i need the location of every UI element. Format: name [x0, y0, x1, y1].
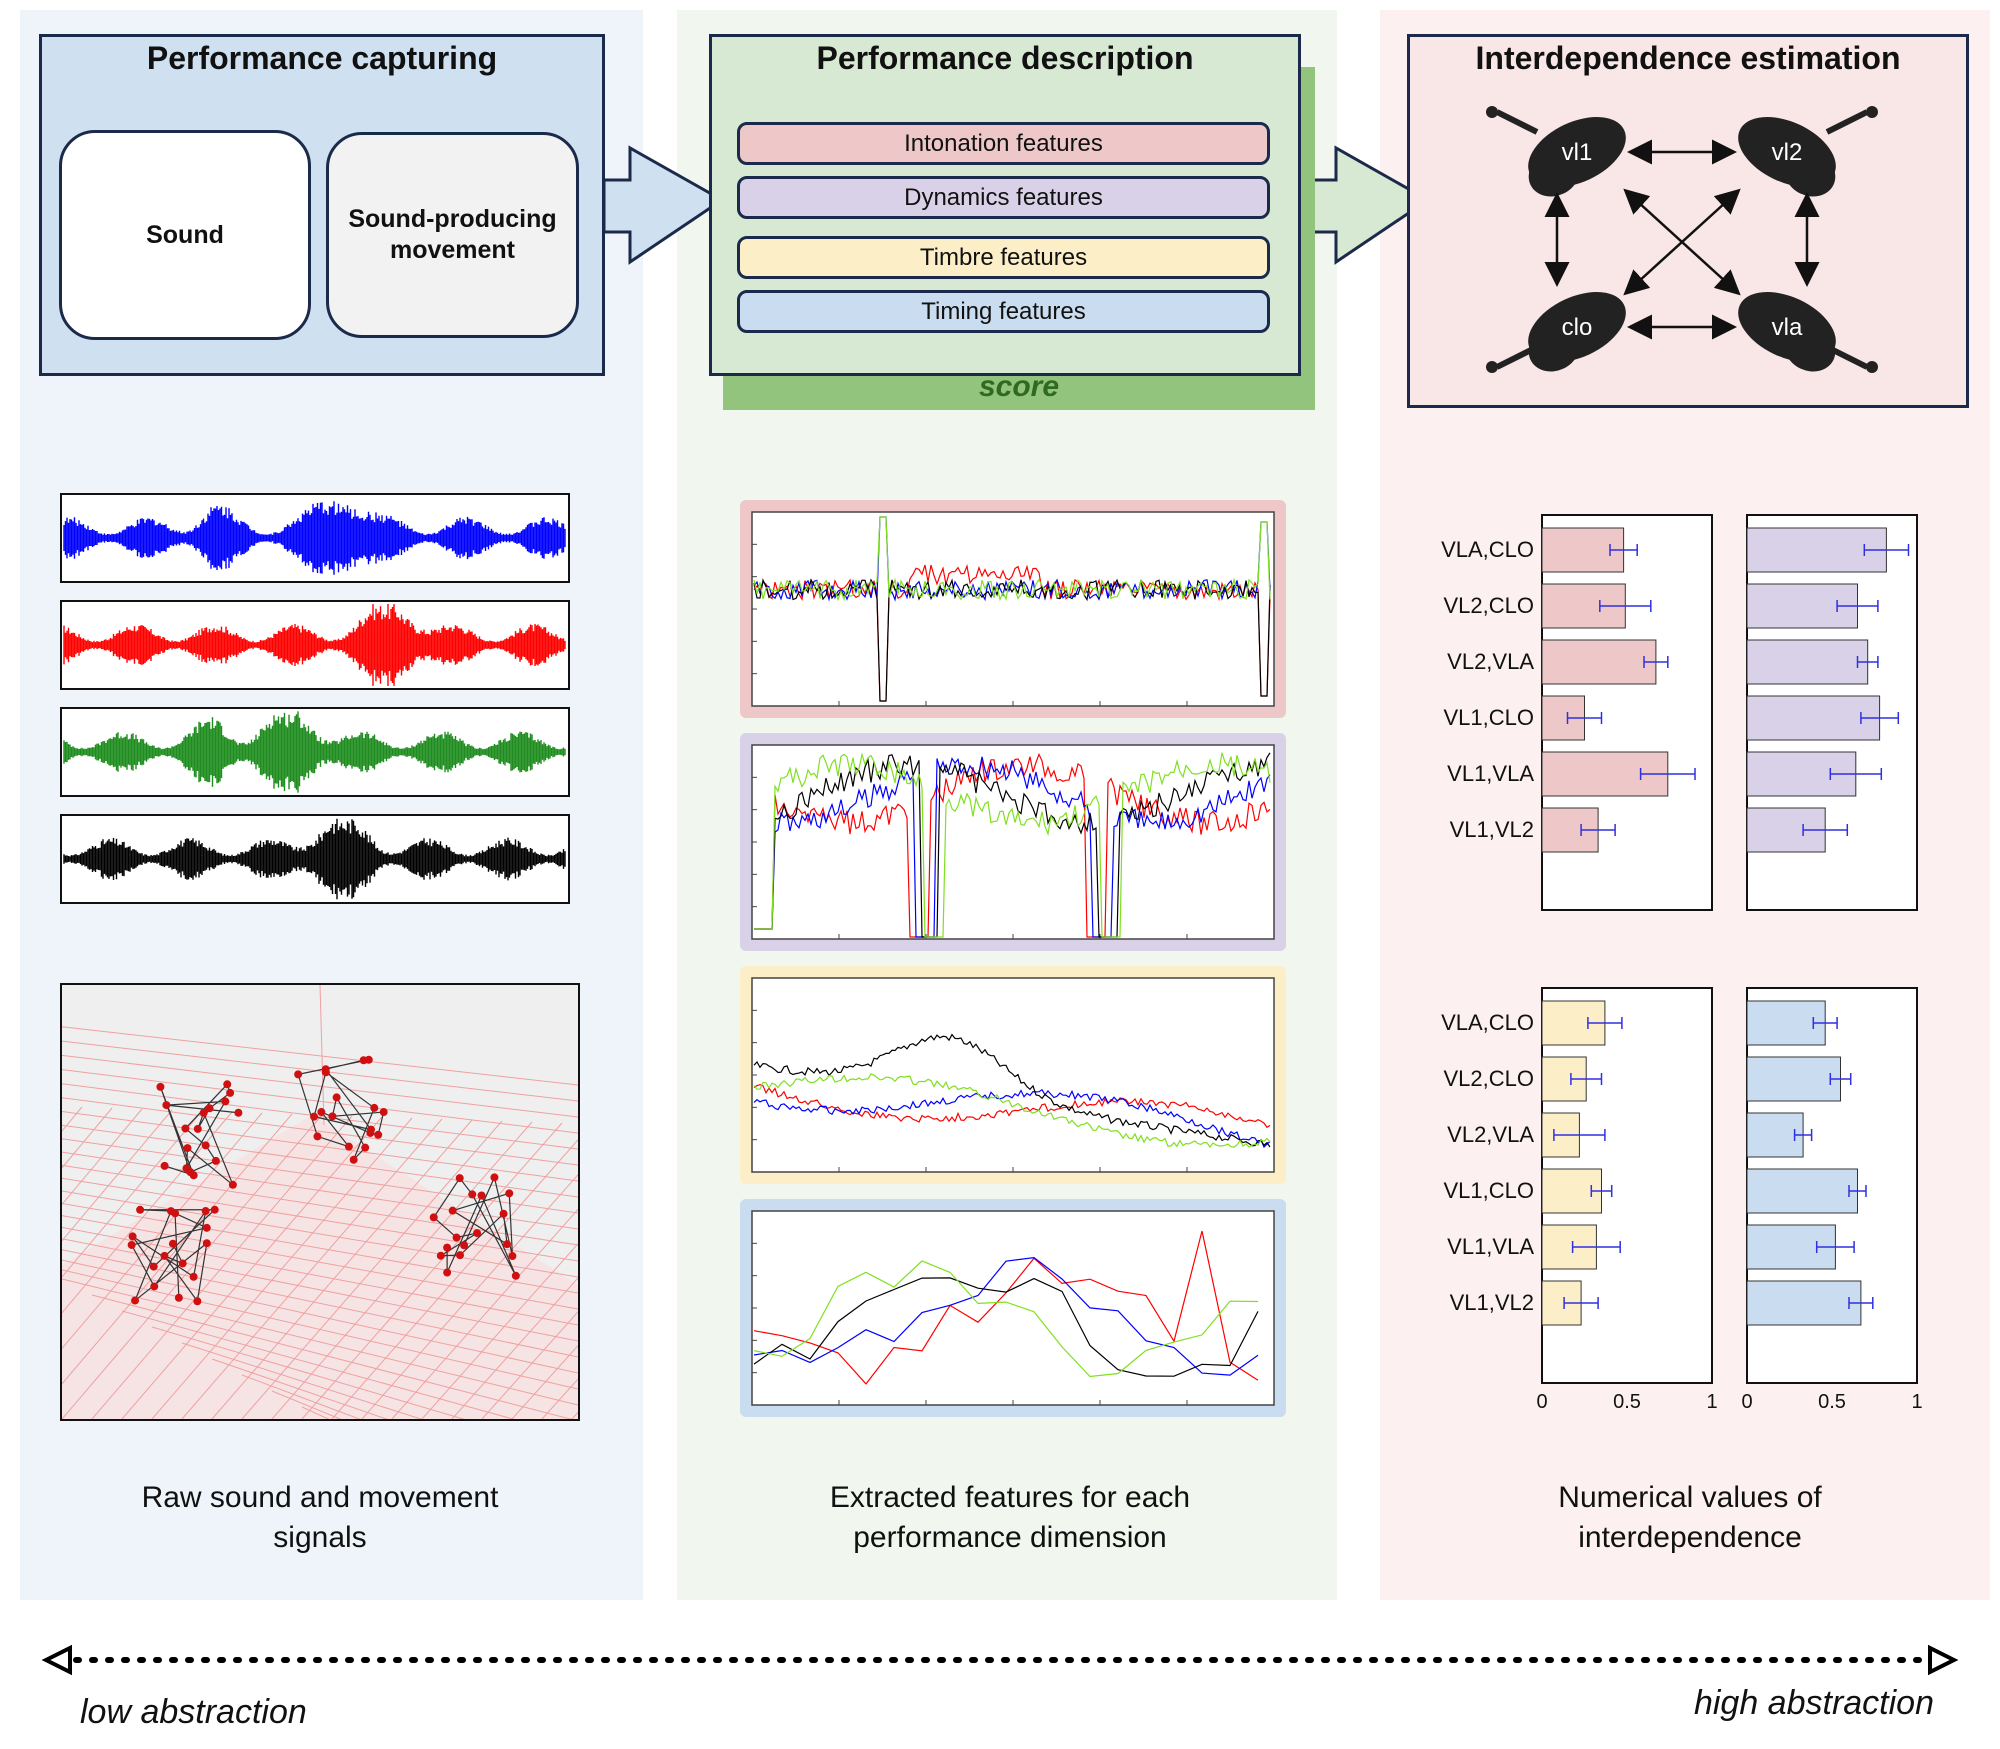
x-tick-label: 0 — [1536, 1391, 1548, 1413]
bar — [1746, 1280, 1862, 1326]
feature-timbre: Timbre features — [737, 236, 1270, 279]
instrument-label-vla: vla — [1772, 314, 1803, 341]
motion-capture-view — [60, 983, 580, 1421]
x-tick-label: 0 — [1741, 1391, 1753, 1413]
violin-icon-vl1 — [1486, 106, 1626, 197]
high-abstraction-label: high abstraction — [1693, 1684, 1934, 1722]
bar-chart-0 — [1541, 514, 1713, 911]
feature-timing: Timing features — [737, 290, 1270, 333]
x-tick-label: 1 — [1911, 1391, 1923, 1413]
waveform-red — [60, 600, 570, 690]
category-label: VL1,CLO — [1443, 705, 1535, 730]
waveform-blue — [60, 493, 570, 583]
bar — [1746, 1168, 1858, 1214]
bar — [1746, 639, 1869, 685]
violin-icon-vl2 — [1738, 106, 1878, 197]
bar-chart-2 — [1541, 987, 1713, 1384]
x-tick-label: 1 — [1706, 1391, 1718, 1413]
bar — [1746, 695, 1881, 741]
category-label: VL2,CLO — [1443, 1066, 1535, 1091]
flow-arrow-1 — [602, 145, 725, 265]
category-label: VL2,VLA — [1447, 649, 1534, 674]
low-abstraction-label: low abstraction — [80, 1693, 307, 1731]
violin-icon-vla — [1738, 292, 1878, 373]
quartet-graph: vl1 vl2 clo vla — [1486, 106, 1878, 373]
instrument-label-vl1: vl1 — [1562, 139, 1593, 166]
bar — [1541, 639, 1657, 685]
category-label: VLA,CLO — [1441, 537, 1534, 562]
instrument-label-clo: clo — [1562, 314, 1593, 341]
describe-title: Performance description — [816, 40, 1194, 76]
category-label: VL1,VLA — [1447, 761, 1534, 786]
bar-chart-3 — [1746, 987, 1918, 1384]
category-label: VL1,VLA — [1447, 1234, 1534, 1259]
category-label: VL1,VL2 — [1449, 817, 1534, 842]
capture-title: Performance capturing — [146, 40, 498, 76]
timing-plot — [740, 1199, 1286, 1417]
sound-box: Sound — [59, 130, 311, 340]
waveform-black — [60, 814, 570, 904]
estimate-caption: Numerical values of interdependence — [1558, 1481, 1822, 1554]
category-label: VLA,CLO — [1441, 1010, 1534, 1035]
bar — [1746, 1112, 1804, 1158]
describe-caption: Extracted features for each performance … — [829, 1481, 1191, 1554]
category-label: VL2,VLA — [1447, 1122, 1534, 1147]
feature-intonation: Intonation features — [737, 122, 1270, 165]
estimate-title: Interdependence estimation — [1475, 40, 1901, 76]
bar-chart-1 — [1746, 514, 1918, 911]
dynamics-plot — [740, 733, 1286, 951]
x-tick-label: 0.5 — [1818, 1391, 1846, 1413]
bar — [1541, 1168, 1602, 1214]
instrument-label-vl2: vl2 — [1772, 139, 1803, 166]
movement-label: Sound-producing movement — [348, 205, 557, 264]
x-tick-label: 0.5 — [1613, 1391, 1641, 1413]
feature-dynamics: Dynamics features — [737, 176, 1270, 219]
capture-caption: Raw sound and movement signals — [141, 1481, 499, 1554]
category-label: VL2,CLO — [1443, 593, 1535, 618]
abstraction-arrow — [41, 1644, 1959, 1676]
timbre-plot — [740, 966, 1286, 1184]
movement-box: Sound-producing movement — [326, 132, 579, 338]
bar — [1746, 1056, 1841, 1102]
category-label: VL1,CLO — [1443, 1178, 1535, 1203]
waveform-green — [60, 707, 570, 797]
sound-label: Sound — [146, 220, 224, 249]
bar — [1746, 1000, 1826, 1046]
intonation-plot — [740, 500, 1286, 718]
category-label: VL1,VL2 — [1449, 1290, 1534, 1315]
violin-icon-clo — [1486, 292, 1626, 373]
